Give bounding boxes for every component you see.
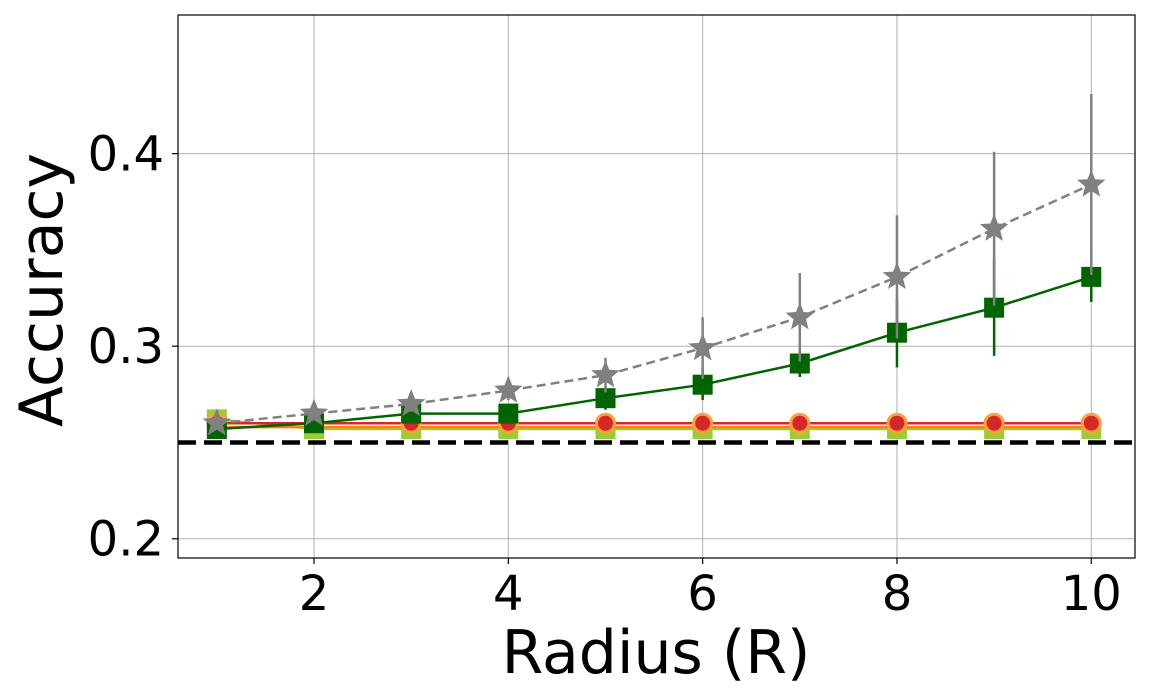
series-line: [216, 418, 1092, 431]
y-tick-label: 0.2: [88, 512, 164, 568]
y-tick-label: 0.3: [88, 319, 164, 375]
data-point: [692, 374, 713, 395]
data-point: [785, 302, 815, 330]
plot-frame: [177, 14, 1136, 559]
data-point: [1077, 169, 1106, 197]
series-layer: [178, 93, 1135, 445]
series-line: [216, 275, 1092, 431]
x-tick-label: 6: [687, 566, 718, 622]
data-point: [688, 333, 717, 361]
x-tick-label: 10: [1061, 566, 1122, 622]
data-point: [494, 375, 523, 403]
data-point: [789, 353, 810, 374]
x-tick-label: 4: [493, 566, 524, 622]
data-point: [882, 261, 912, 289]
data-point: [594, 412, 616, 434]
data-point: [591, 360, 620, 388]
data-point: [984, 297, 1005, 318]
data-point: [983, 412, 1005, 434]
data-point: [1081, 266, 1102, 287]
data-point: [498, 403, 519, 424]
series-0: [202, 93, 1106, 436]
plot-background: [178, 15, 1135, 558]
y-axis-title: Accuracy: [7, 153, 77, 427]
data-point: [886, 412, 908, 434]
x-tick-label: 8: [882, 566, 913, 622]
series-line: [216, 183, 1092, 425]
axis-ticks: 2 4 6 8 10 0.2 0.3 0.4: [88, 127, 1122, 622]
data-point: [692, 412, 714, 434]
data-point: [979, 213, 1009, 241]
x-tick-label: 2: [299, 566, 330, 622]
data-point: [789, 412, 811, 434]
data-point: [396, 389, 426, 417]
data-point: [1080, 412, 1102, 434]
data-point: [595, 388, 616, 409]
data-point: [299, 398, 329, 426]
data-point: [202, 408, 232, 436]
y-tick-label: 0.4: [88, 127, 164, 183]
x-axis-title: Radius (R): [502, 618, 811, 688]
